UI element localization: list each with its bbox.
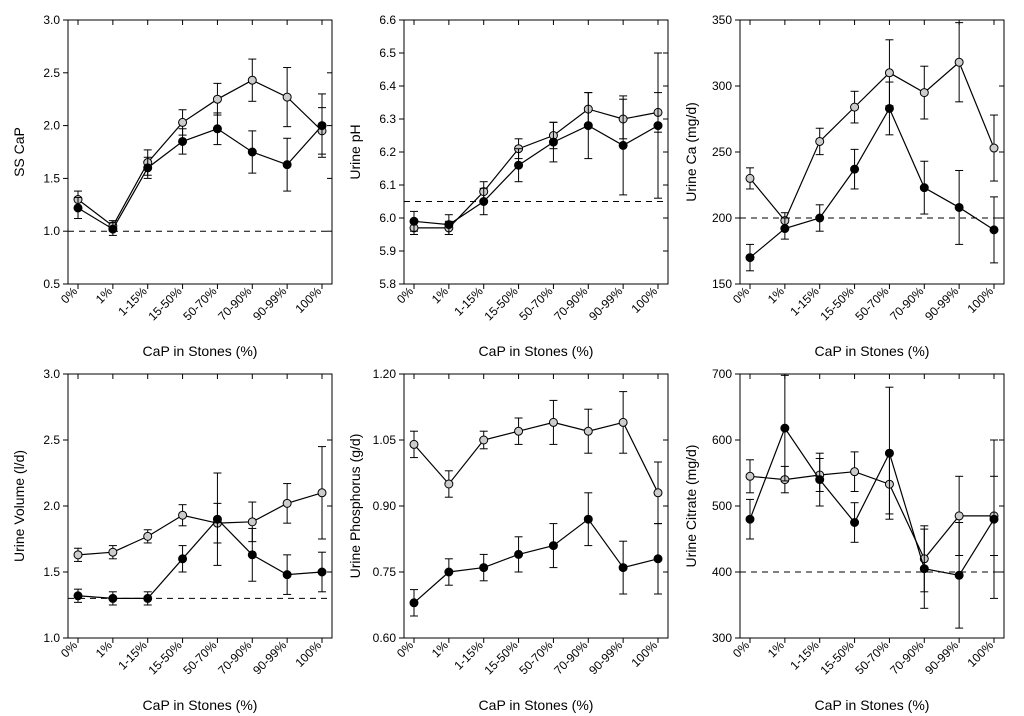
svg-text:200: 200 <box>712 211 732 225</box>
svg-text:6.4: 6.4 <box>379 79 396 93</box>
svg-text:1.0: 1.0 <box>43 631 60 645</box>
svg-text:1%: 1% <box>765 284 787 306</box>
svg-text:6.1: 6.1 <box>379 178 396 192</box>
svg-text:1.5: 1.5 <box>43 565 60 579</box>
y-axis-label: Urine Phosphorus (g/d) <box>347 434 363 579</box>
svg-text:6.2: 6.2 <box>379 145 396 159</box>
svg-text:50-70%: 50-70% <box>516 284 555 323</box>
svg-text:15-50%: 15-50% <box>146 638 185 677</box>
x-axis-label: CaP in Stones (%) <box>815 343 930 359</box>
svg-text:70-90%: 70-90% <box>551 284 590 323</box>
svg-text:3.0: 3.0 <box>43 367 60 381</box>
svg-text:70-90%: 70-90% <box>215 638 254 677</box>
svg-text:0%: 0% <box>394 284 416 306</box>
svg-text:1%: 1% <box>765 638 787 660</box>
svg-text:100%: 100% <box>965 284 997 316</box>
svg-text:1%: 1% <box>93 284 115 306</box>
svg-text:5.9: 5.9 <box>379 244 396 258</box>
svg-text:70-90%: 70-90% <box>887 284 926 323</box>
svg-text:6.6: 6.6 <box>379 13 396 27</box>
panel-urine_ca: 1502002503003500%1%1-15%15-50%50-70%70-9… <box>680 8 1016 362</box>
svg-text:0.5: 0.5 <box>43 277 60 291</box>
svg-text:700: 700 <box>712 367 732 381</box>
panel-urine_vol: 1.01.52.02.53.00%1%1-15%15-50%50-70%70-9… <box>8 362 344 716</box>
svg-text:15-50%: 15-50% <box>482 638 521 677</box>
panel-ss_cap: 0.51.01.52.02.53.00%1%1-15%15-50%50-70%7… <box>8 8 344 362</box>
svg-text:0%: 0% <box>58 284 80 306</box>
svg-text:2.0: 2.0 <box>43 499 60 513</box>
y-axis-label: SS CaP <box>11 127 27 177</box>
svg-text:400: 400 <box>712 565 732 579</box>
svg-text:2.5: 2.5 <box>43 433 60 447</box>
svg-text:2.5: 2.5 <box>43 66 60 80</box>
svg-text:1%: 1% <box>93 638 115 660</box>
svg-text:90-99%: 90-99% <box>250 638 289 677</box>
panel-urine_p: 0.600.750.901.051.200%1%1-15%15-50%50-70… <box>344 362 680 716</box>
svg-text:70-90%: 70-90% <box>887 638 926 677</box>
svg-text:100%: 100% <box>629 638 661 670</box>
svg-text:90-99%: 90-99% <box>922 638 961 677</box>
svg-text:15-50%: 15-50% <box>818 638 857 677</box>
svg-text:15-50%: 15-50% <box>482 284 521 323</box>
svg-text:100%: 100% <box>965 638 997 670</box>
svg-text:1.20: 1.20 <box>373 367 397 381</box>
svg-text:50-70%: 50-70% <box>180 284 219 323</box>
svg-text:1%: 1% <box>429 638 451 660</box>
y-axis-label: Urine Citrate (mg/d) <box>683 445 699 568</box>
svg-text:0%: 0% <box>394 638 416 660</box>
svg-text:300: 300 <box>712 79 732 93</box>
svg-text:0.90: 0.90 <box>373 499 397 513</box>
svg-text:90-99%: 90-99% <box>586 284 625 323</box>
y-axis-label: Urine Ca (mg/d) <box>683 102 699 202</box>
svg-text:50-70%: 50-70% <box>852 638 891 677</box>
svg-text:6.0: 6.0 <box>379 211 396 225</box>
svg-text:2.0: 2.0 <box>43 119 60 133</box>
svg-text:50-70%: 50-70% <box>180 638 219 677</box>
panel-urine_ph: 5.85.96.06.16.26.36.46.56.60%1%1-15%15-5… <box>344 8 680 362</box>
svg-text:6.5: 6.5 <box>379 46 396 60</box>
svg-text:300: 300 <box>712 631 732 645</box>
svg-text:15-50%: 15-50% <box>146 284 185 323</box>
svg-text:50-70%: 50-70% <box>852 284 891 323</box>
svg-text:100%: 100% <box>293 638 325 670</box>
svg-text:0%: 0% <box>730 284 752 306</box>
svg-text:90-99%: 90-99% <box>250 284 289 323</box>
svg-text:1.05: 1.05 <box>373 433 397 447</box>
panel-urine_cit: 3004005006007000%1%1-15%15-50%50-70%70-9… <box>680 362 1016 716</box>
svg-text:5.8: 5.8 <box>379 277 396 291</box>
svg-text:0%: 0% <box>730 638 752 660</box>
figure-grid: 0.51.01.52.02.53.00%1%1-15%15-50%50-70%7… <box>0 0 1024 716</box>
x-axis-label: CaP in Stones (%) <box>143 697 258 713</box>
svg-text:350: 350 <box>712 13 732 27</box>
y-axis-label: Urine Volume (l/d) <box>11 450 27 562</box>
svg-text:70-90%: 70-90% <box>551 638 590 677</box>
svg-text:1.0: 1.0 <box>43 224 60 238</box>
svg-text:3.0: 3.0 <box>43 13 60 27</box>
svg-text:90-99%: 90-99% <box>922 284 961 323</box>
svg-text:0%: 0% <box>58 638 80 660</box>
svg-text:70-90%: 70-90% <box>215 284 254 323</box>
x-axis-label: CaP in Stones (%) <box>479 697 594 713</box>
x-axis-label: CaP in Stones (%) <box>143 343 258 359</box>
svg-text:1.5: 1.5 <box>43 171 60 185</box>
svg-text:50-70%: 50-70% <box>516 638 555 677</box>
svg-text:100%: 100% <box>629 284 661 316</box>
svg-text:250: 250 <box>712 145 732 159</box>
svg-text:1%: 1% <box>429 284 451 306</box>
svg-text:15-50%: 15-50% <box>818 284 857 323</box>
svg-text:90-99%: 90-99% <box>586 638 625 677</box>
svg-text:500: 500 <box>712 499 732 513</box>
svg-text:6.3: 6.3 <box>379 112 396 126</box>
y-axis-label: Urine pH <box>347 124 363 179</box>
svg-text:600: 600 <box>712 433 732 447</box>
svg-text:0.75: 0.75 <box>373 565 397 579</box>
svg-text:100%: 100% <box>293 284 325 316</box>
x-axis-label: CaP in Stones (%) <box>479 343 594 359</box>
svg-text:0.60: 0.60 <box>373 631 397 645</box>
svg-text:150: 150 <box>712 277 732 291</box>
x-axis-label: CaP in Stones (%) <box>815 697 930 713</box>
